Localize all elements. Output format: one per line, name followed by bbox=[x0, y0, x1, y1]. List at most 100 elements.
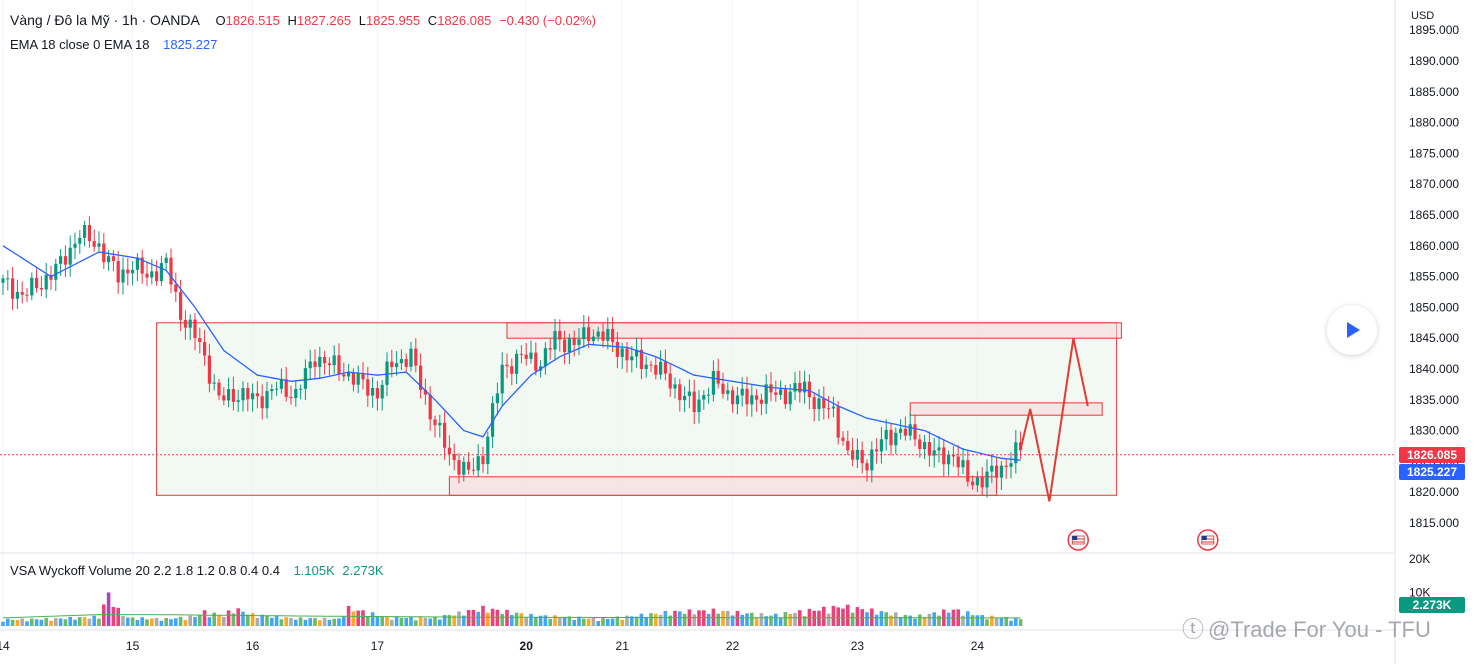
volume-bar bbox=[966, 611, 970, 626]
candle bbox=[63, 245, 67, 277]
candle bbox=[337, 343, 341, 382]
candle bbox=[390, 349, 394, 378]
volume-bar bbox=[58, 618, 63, 626]
candle-body bbox=[635, 349, 639, 357]
volume-bar bbox=[298, 617, 303, 626]
candle-body bbox=[793, 382, 797, 392]
volume-bar bbox=[246, 614, 250, 626]
candle-body bbox=[126, 269, 130, 274]
candle bbox=[649, 360, 653, 372]
candle bbox=[20, 281, 24, 304]
volume-bar bbox=[159, 620, 164, 626]
candle bbox=[683, 386, 687, 413]
candle bbox=[399, 349, 403, 370]
candle-body bbox=[486, 436, 490, 465]
volume-bar bbox=[274, 615, 279, 626]
candle bbox=[894, 427, 898, 454]
candle bbox=[227, 377, 231, 408]
candle bbox=[793, 371, 797, 401]
candle bbox=[371, 377, 375, 408]
candle-body bbox=[783, 389, 787, 405]
candle-body bbox=[731, 390, 735, 405]
candle bbox=[755, 389, 759, 412]
candle-body bbox=[164, 257, 168, 264]
candlestick-series bbox=[1, 216, 1023, 498]
candle bbox=[54, 258, 58, 292]
candle-body bbox=[44, 274, 48, 290]
volume-legend[interactable]: VSA Wyckoff Volume 20 2.2 1.8 1.2 0.8 0.… bbox=[10, 563, 388, 578]
volume-bar bbox=[399, 617, 404, 626]
volume-bar bbox=[601, 618, 605, 626]
close-value: 1826.085 bbox=[437, 13, 492, 28]
volume-bar bbox=[25, 621, 29, 626]
candle-body bbox=[735, 395, 739, 405]
economic-events[interactable] bbox=[1067, 529, 1219, 551]
candle bbox=[375, 380, 379, 411]
candle bbox=[702, 390, 706, 410]
volume-bar bbox=[423, 617, 428, 626]
volume-legend-value-1: 1.105K bbox=[293, 563, 335, 578]
volume-bar bbox=[519, 613, 524, 626]
candle bbox=[116, 250, 120, 294]
candle-body bbox=[390, 361, 394, 368]
us-flag-icon[interactable] bbox=[1197, 529, 1219, 551]
volume-bar bbox=[990, 615, 994, 626]
volume-bar bbox=[668, 615, 672, 626]
candle bbox=[380, 380, 384, 411]
candle-body bbox=[769, 384, 773, 393]
candle-body bbox=[78, 237, 82, 244]
candle-body bbox=[6, 278, 10, 280]
volume-bar bbox=[433, 616, 437, 626]
candle bbox=[467, 452, 471, 475]
volume-bar bbox=[591, 617, 596, 626]
symbol-title[interactable]: Vàng / Đô la Mỹ · 1h · OANDA bbox=[10, 12, 200, 28]
low-label: L bbox=[358, 13, 366, 28]
volume-bar bbox=[937, 615, 941, 626]
us-flag-icon[interactable] bbox=[1067, 529, 1089, 551]
candle-body bbox=[140, 257, 144, 274]
candle-body bbox=[423, 389, 427, 395]
ema-price-tag: 1825.227 bbox=[1399, 464, 1465, 480]
candle-body bbox=[563, 339, 567, 353]
volume-bar bbox=[1014, 617, 1018, 626]
candle bbox=[126, 257, 130, 286]
candle bbox=[500, 352, 504, 406]
ema-legend[interactable]: EMA 18 close 0 EMA 18 1825.227 bbox=[10, 37, 221, 52]
play-button[interactable] bbox=[1327, 305, 1377, 355]
candle bbox=[831, 396, 835, 418]
candle-body bbox=[971, 481, 975, 486]
volume-bar bbox=[1009, 620, 1013, 626]
volume-bar bbox=[682, 613, 687, 626]
volume-ma-line bbox=[2, 614, 1021, 619]
volume-bar bbox=[92, 615, 96, 626]
candle bbox=[841, 431, 845, 446]
candle-body bbox=[25, 294, 29, 296]
volume-bar bbox=[54, 618, 58, 626]
volume-bar bbox=[462, 615, 466, 626]
price-tick-label: 1855.000 bbox=[1409, 270, 1459, 284]
candle bbox=[716, 358, 720, 389]
volume-bar bbox=[476, 611, 480, 626]
volume-bar bbox=[198, 614, 202, 626]
volume-bar bbox=[908, 615, 912, 626]
candle bbox=[918, 434, 922, 458]
volume-bar bbox=[322, 617, 327, 626]
candle-body bbox=[875, 449, 879, 452]
volume-bar bbox=[510, 614, 514, 626]
candle bbox=[615, 332, 619, 369]
candle-body bbox=[73, 243, 77, 248]
candle-body bbox=[284, 379, 288, 397]
candle bbox=[193, 313, 197, 351]
volume-bar bbox=[370, 612, 375, 626]
candle-body bbox=[913, 424, 917, 440]
candle bbox=[975, 471, 979, 492]
volume-legend-value-2: 2.273K bbox=[342, 563, 384, 578]
candle-body bbox=[111, 256, 115, 262]
candle-body bbox=[313, 361, 317, 367]
candle-body bbox=[332, 355, 336, 366]
price-tick-label: 1895.000 bbox=[1409, 23, 1459, 37]
candle-body bbox=[347, 372, 351, 377]
candle-body bbox=[203, 342, 207, 356]
volume-bar bbox=[606, 618, 610, 626]
